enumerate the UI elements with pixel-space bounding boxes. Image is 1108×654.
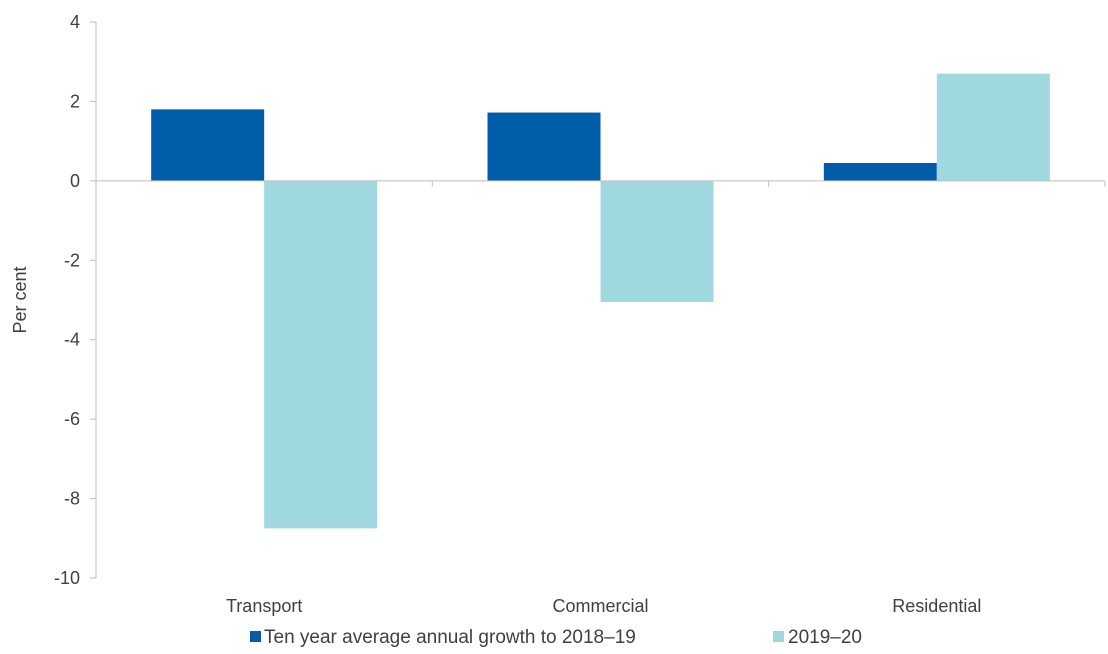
legend-swatch-series-2 — [773, 631, 784, 642]
legend-label-series-1: Ten year average annual growth to 2018–1… — [264, 627, 636, 648]
bar-transport-series-2 — [264, 180, 378, 529]
bar-commercial-series-1 — [487, 112, 601, 181]
bar-transport-series-1 — [151, 109, 265, 181]
y-tick-label: -2 — [64, 250, 80, 270]
bar-commercial-series-2 — [600, 180, 714, 302]
y-axis: 4 2 0 -2 -4 -6 -8 -10 — [54, 12, 97, 588]
x-category-label: Commercial — [552, 596, 648, 616]
y-tick-label: 4 — [70, 12, 80, 32]
legend-label-series-2: 2019–20 — [788, 627, 862, 648]
x-category-label: Transport — [226, 596, 302, 616]
y-tick-label: 0 — [70, 171, 80, 191]
y-tick-label: -4 — [64, 330, 80, 350]
legend-swatch-series-1 — [250, 631, 261, 642]
legend: Ten year average annual growth to 2018–1… — [250, 627, 862, 648]
x-category-label: Residential — [892, 596, 981, 616]
x-axis: Transport Commercial Residential — [95, 180, 1106, 616]
y-tick-label: -6 — [64, 409, 80, 429]
y-tick-label: -10 — [54, 568, 80, 588]
bars — [151, 73, 1050, 529]
y-tick-label: 2 — [70, 91, 80, 111]
y-axis-title: Per cent — [10, 266, 30, 333]
y-tick-label: -8 — [64, 489, 80, 509]
bar-residential-series-1 — [823, 162, 937, 181]
bar-residential-series-2 — [936, 73, 1050, 181]
